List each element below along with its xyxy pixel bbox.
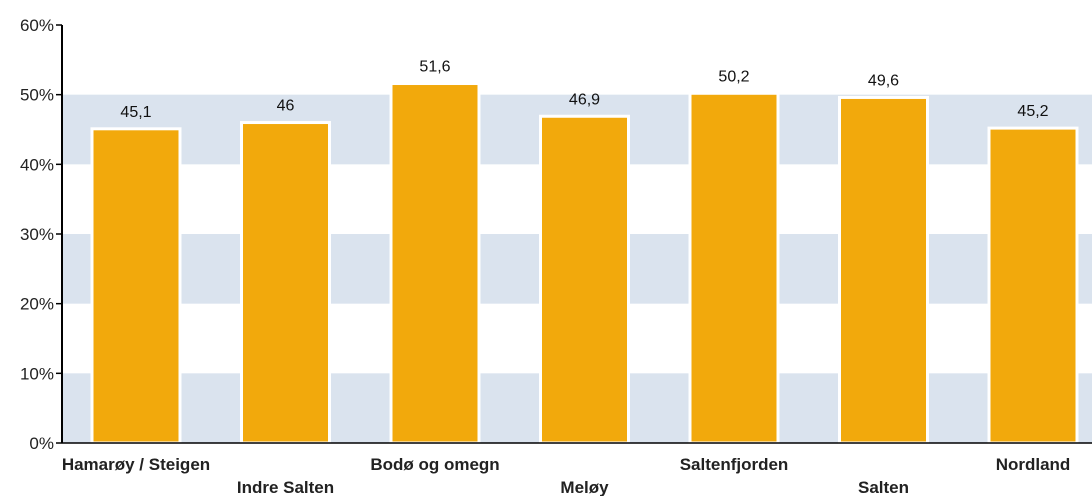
y-tick-label: 30% (20, 225, 54, 244)
y-tick-label: 0% (29, 434, 54, 453)
bar (539, 114, 630, 445)
bar (987, 126, 1079, 445)
bar (240, 121, 331, 445)
bar (389, 82, 481, 445)
y-tick-label: 20% (20, 295, 54, 314)
data-label: 50,2 (718, 68, 749, 85)
bar (688, 91, 780, 445)
data-label: 49,6 (868, 72, 899, 89)
y-tick-label: 40% (20, 155, 54, 174)
bar (838, 95, 929, 445)
data-label: 51,6 (419, 59, 450, 76)
y-axis: 0% 10% 20% 30% 40% 50% 60% (20, 16, 1092, 453)
category-label: Saltenfjorden (680, 455, 789, 474)
category-label: Salten (858, 478, 909, 496)
bar (90, 127, 182, 445)
data-label: 46 (277, 98, 295, 115)
labels: 45,1 Hamarøy / Steigen 46 Indre Salten 51,6 B… (62, 59, 1070, 496)
y-tick-label: 60% (20, 16, 54, 35)
data-label: 45,1 (120, 104, 151, 121)
category-label: Bodø og omegn (370, 455, 499, 474)
category-label: Meløy (560, 478, 609, 496)
bars (90, 82, 1079, 445)
data-label: 46,9 (569, 91, 600, 108)
category-label: Hamarøy / Steigen (62, 455, 210, 474)
y-tick-label: 10% (20, 364, 54, 383)
y-tick-label: 50% (20, 86, 54, 105)
category-label: Indre Salten (237, 478, 334, 496)
category-label: Nordland (996, 455, 1071, 474)
data-label: 45,2 (1017, 103, 1048, 120)
